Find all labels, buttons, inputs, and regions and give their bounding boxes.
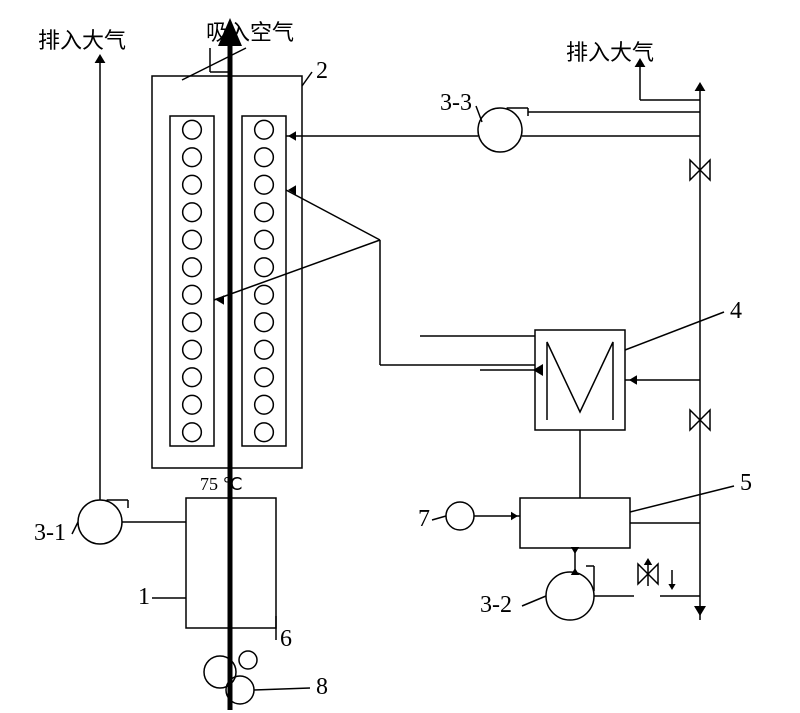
intake-label: 吸入空气 [206, 20, 294, 45]
label-6: 6 [280, 626, 292, 652]
label-2: 2 [316, 58, 328, 84]
label-3-1: 3-1 [34, 520, 66, 546]
label-8: 8 [316, 674, 328, 700]
label-3-2: 3-2 [480, 592, 512, 618]
temp-label: 75 ℃ [200, 474, 243, 494]
label-1: 1 [138, 584, 150, 610]
exhaust-left-label: 排入大气 [38, 28, 126, 53]
label-7: 7 [418, 506, 430, 532]
label-4: 4 [730, 298, 742, 324]
label-5: 5 [740, 470, 752, 496]
label-3-3: 3-3 [440, 90, 472, 116]
